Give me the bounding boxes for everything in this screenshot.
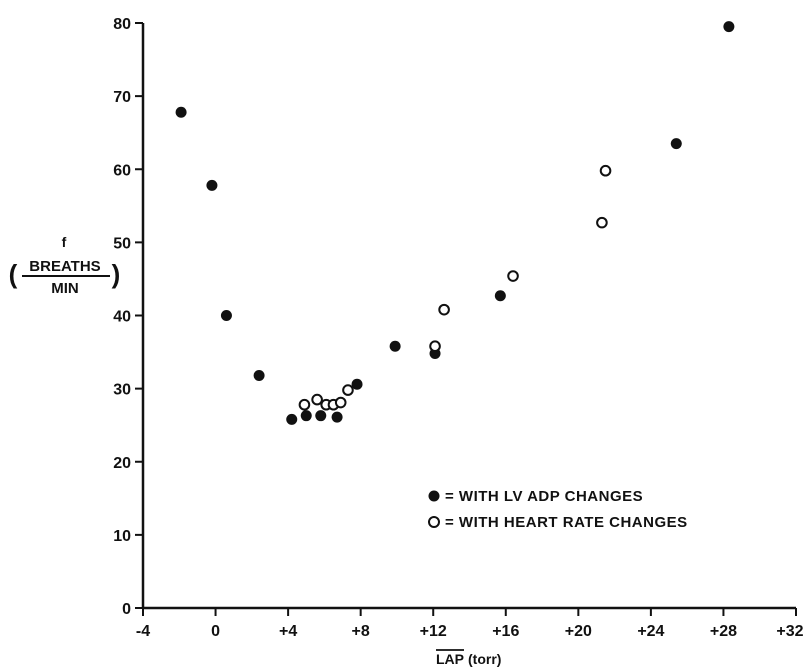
y-tick-label: 50 (113, 235, 131, 252)
x-tick-label: +12 (420, 623, 447, 640)
y-tick-label: 0 (122, 601, 131, 618)
y-tick-label: 70 (113, 89, 131, 106)
data-point-lv-adp (351, 378, 363, 390)
data-point-heart-rate (311, 393, 323, 406)
data-point-heart-rate (438, 303, 450, 316)
data-points (175, 21, 735, 425)
y-tick-label: 80 (113, 16, 131, 33)
data-point-lv-adp (315, 410, 327, 422)
y-axis-open-paren: ( (9, 259, 18, 289)
data-point-lv-adp (331, 411, 343, 423)
data-point-heart-rate (429, 340, 441, 353)
data-point-lv-adp (389, 340, 401, 352)
data-point-heart-rate (342, 384, 354, 396)
data-point-lv-adp (220, 310, 232, 321)
x-tick-label: +4 (279, 623, 297, 640)
data-point-heart-rate (599, 164, 612, 177)
data-point-lv-adp (670, 138, 682, 150)
x-tick-label: 0 (211, 623, 220, 640)
data-point-lv-adp (723, 21, 735, 33)
legend-marker-filled (428, 490, 440, 502)
data-point-heart-rate (298, 398, 311, 411)
data-point-heart-rate (334, 396, 347, 409)
y-axis-label: f ( BREATHS MIN ) (9, 234, 121, 297)
y-tick-label: 20 (113, 455, 131, 472)
data-point-heart-rate (596, 216, 608, 229)
x-tick-label: +28 (710, 623, 737, 640)
y-tick-label: 30 (113, 382, 131, 399)
legend-label-heart-rate: = WITH HEART RATE CHANGES (445, 514, 688, 531)
data-point-lv-adp (253, 369, 265, 381)
data-point-lv-adp (300, 410, 312, 422)
y-tick-label: 40 (113, 309, 131, 326)
x-tick-label: +16 (492, 623, 519, 640)
ticks: 0 10 20 30 40 50 60 70 80 -4 0 +4 +8 +12 +16 +20 +24 +28 +… (113, 16, 803, 640)
x-tick-label: +32 (776, 623, 803, 640)
x-axis-label-main: LAP (436, 651, 464, 667)
x-tick-label: -4 (136, 623, 150, 640)
y-tick-label: 60 (113, 162, 131, 179)
data-point-lv-adp (286, 413, 298, 425)
x-tick-label: +20 (565, 623, 592, 640)
data-point-heart-rate (507, 270, 519, 282)
y-tick-label: 10 (113, 528, 131, 545)
data-point-lv-adp (494, 290, 506, 302)
y-axis-denominator: MIN (51, 280, 79, 297)
legend: = WITH LV ADP CHANGES = WITH HEART RATE … (428, 488, 688, 531)
x-tick-label: +24 (637, 623, 664, 640)
x-axis-label-unit: (torr) (468, 651, 501, 667)
y-axis-close-paren: ) (112, 259, 121, 289)
data-point-lv-adp (206, 179, 218, 191)
y-axis-symbol: f (62, 234, 67, 250)
legend-marker-open (428, 516, 440, 528)
legend-label-lv-adp: = WITH LV ADP CHANGES (445, 488, 643, 505)
x-tick-label: +8 (352, 623, 370, 640)
data-point-lv-adp (175, 106, 187, 118)
y-axis-numerator: BREATHS (29, 258, 100, 275)
x-axis-label: LAP (torr) (436, 649, 501, 667)
